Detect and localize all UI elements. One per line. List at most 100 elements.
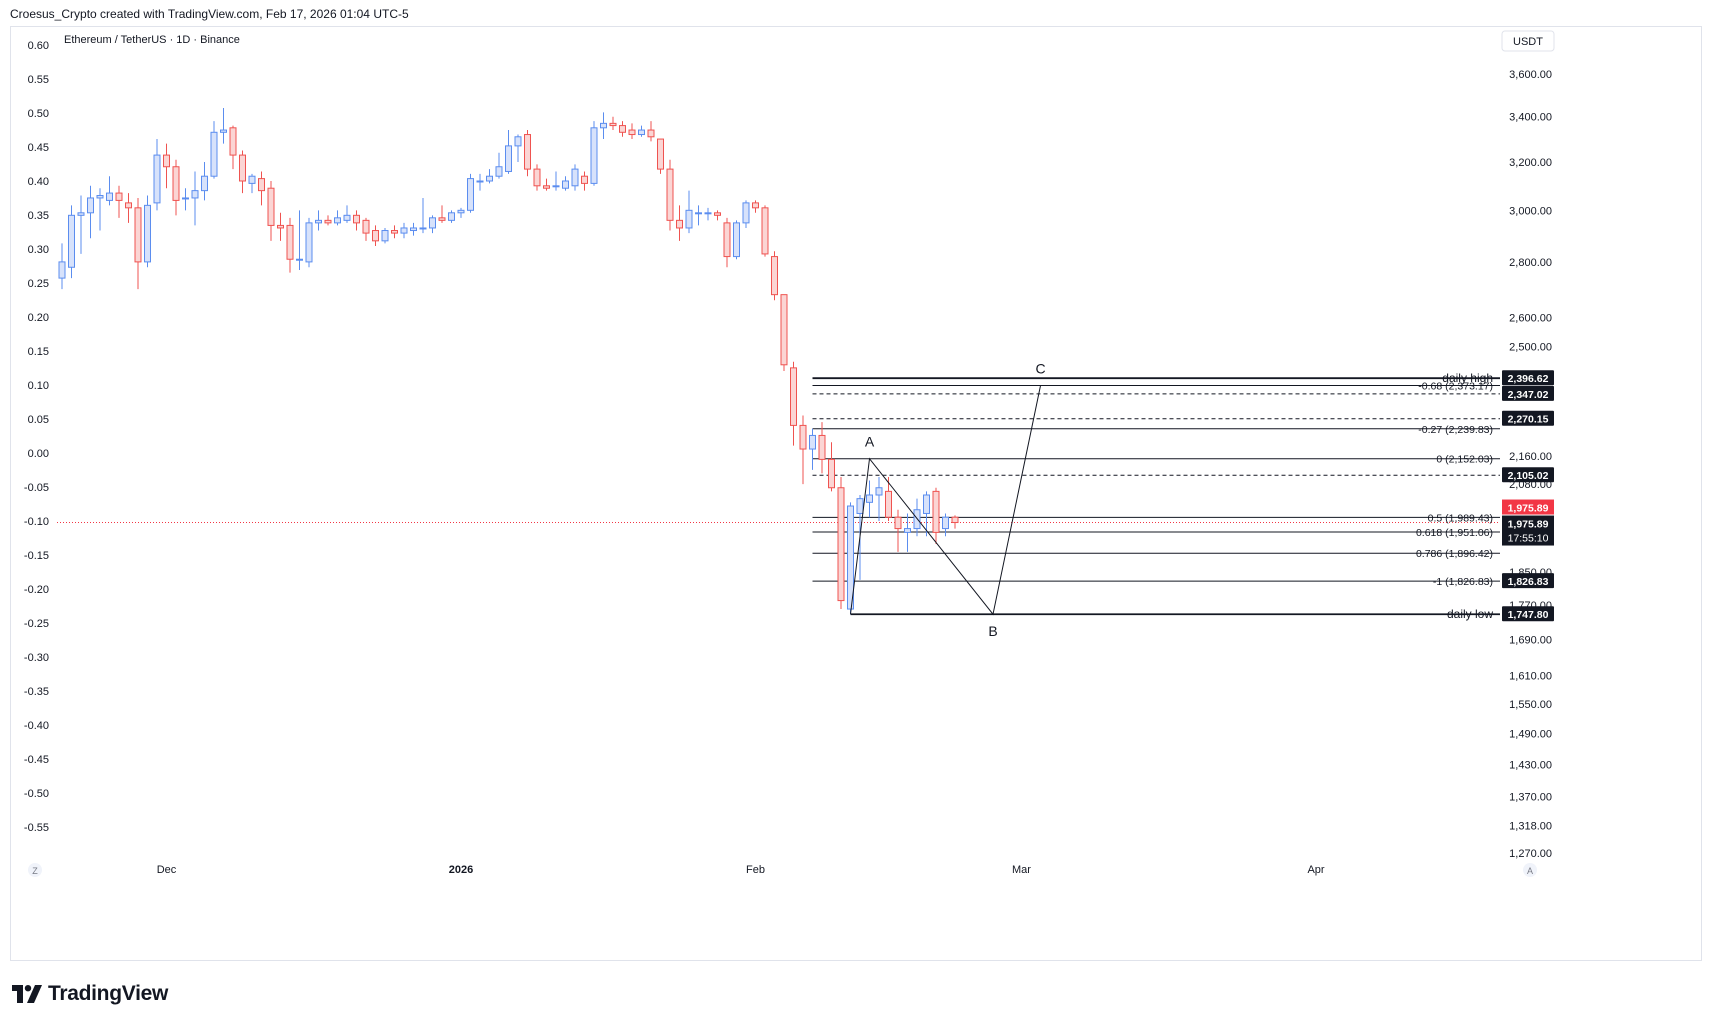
left-axis-tick-label: 0.20: [28, 312, 49, 324]
candle-body: [391, 230, 398, 234]
right-axis-tick-label: 3,000.00: [1509, 205, 1552, 217]
tradingview-logo[interactable]: TradingView: [12, 982, 168, 1006]
candle-body: [695, 212, 702, 215]
right-axis-tick-label: 3,200.00: [1509, 157, 1552, 169]
candle-body: [951, 516, 959, 524]
candle-body: [324, 219, 332, 224]
left-axis-tick-label: -0.10: [24, 516, 49, 528]
price-level-badge: [1502, 410, 1554, 426]
left-axis-tick-label: 0.05: [28, 414, 49, 426]
candle-body: [277, 224, 284, 229]
candle-body: [343, 214, 351, 221]
candle-body: [866, 494, 873, 503]
left-axis-tick-label: 0.45: [28, 142, 49, 154]
candle-body: [761, 207, 769, 255]
candle-body: [125, 202, 132, 209]
left-axis-tick-label: -0.25: [24, 618, 49, 630]
current-price-text: 1,975.89: [1508, 519, 1549, 531]
left-axis-tick-label: 0.35: [28, 210, 49, 222]
price-level-badge-text: 2,270.15: [1508, 414, 1549, 426]
price-level-badge: [1502, 370, 1554, 386]
price-level-label: daily low: [1447, 607, 1493, 621]
candle-body: [932, 490, 940, 533]
current-price-badge: [1502, 515, 1554, 546]
candle-body: [362, 219, 370, 234]
candle-body: [771, 256, 778, 296]
left-axis-tick-label: 0.25: [28, 278, 49, 290]
price-level-badge: [1502, 385, 1554, 401]
candle-body: [714, 212, 721, 216]
scale-button-log: [28, 863, 42, 877]
right-axis-tick-label: 1,490.00: [1509, 729, 1552, 741]
abc-point-label: B: [988, 623, 997, 639]
candle-body: [552, 185, 560, 188]
price-level-badge-text: 2,396.62: [1508, 373, 1549, 385]
left-axis-tick-label: -0.50: [24, 788, 49, 800]
candle-body: [828, 458, 835, 489]
left-axis-tick-label: 0.00: [28, 448, 49, 460]
left-axis-tick-label: 0.10: [28, 380, 49, 392]
x-axis-tick-label: Mar: [1012, 864, 1031, 876]
candle-body: [372, 230, 379, 242]
candle-body: [305, 222, 313, 263]
price-level-label: daily high: [1442, 371, 1493, 385]
x-axis-tick-label: 2026: [449, 864, 473, 876]
candle-body: [258, 178, 265, 192]
candle-body: [58, 261, 66, 279]
candle-body: [467, 178, 474, 211]
candle-body: [733, 222, 740, 258]
scale-button-label: Z: [32, 866, 38, 876]
price-level-badge: [1502, 606, 1554, 622]
scale-button-label: A: [1527, 866, 1533, 876]
right-axis-tick-label: 1,370.00: [1509, 791, 1552, 803]
candle-body: [704, 212, 712, 215]
scale-button-auto: [1523, 863, 1537, 877]
candle-body: [809, 434, 816, 450]
candle-body: [153, 154, 161, 204]
candle-body: [818, 434, 826, 460]
candle-body: [296, 258, 303, 261]
candle-body: [752, 202, 759, 209]
price-level-label: 0 (2,152.03): [1436, 454, 1493, 466]
right-axis-tick-label: 1,690.00: [1509, 634, 1552, 646]
x-axis-tick-label: Apr: [1307, 864, 1324, 876]
candle-body: [248, 175, 256, 184]
chart-frame[interactable]: 3,600.00 3,400.00 3,200.00 3,000.00 2,800.00…: [10, 26, 1702, 961]
left-axis-tick-label: 0.15: [28, 346, 49, 358]
left-axis-tick-label: 0.55: [28, 74, 49, 86]
left-axis-tick-label: 0.40: [28, 176, 49, 188]
candle-body: [144, 204, 151, 263]
candle-body: [942, 516, 949, 530]
candle-body: [657, 138, 664, 170]
candle-body: [638, 129, 645, 136]
price-chart[interactable]: 3,600.00 3,400.00 3,200.00 3,000.00 2,800.00…: [11, 27, 1701, 960]
candle-body: [286, 224, 294, 260]
right-axis-tick-label: 1,430.00: [1509, 759, 1552, 771]
left-axis-tick-label: 0.50: [28, 108, 49, 120]
candle-body: [923, 494, 930, 514]
x-axis-tick-label: Dec: [157, 864, 177, 876]
abc-pattern-path: [850, 385, 1041, 616]
chart-title: Ethereum / TetherUS · 1D · Binance: [64, 34, 240, 46]
left-axis-tick-label: -0.15: [24, 550, 49, 562]
candle-body: [220, 129, 227, 133]
price-level-label: -1 (1,826.83): [1433, 576, 1493, 588]
candle-body: [505, 145, 512, 172]
candle-body: [438, 217, 446, 221]
candle-body: [429, 217, 436, 229]
candle-body: [524, 134, 531, 170]
candle-body: [201, 175, 208, 192]
candle-body: [600, 122, 607, 129]
current-price-text: 1,975.89: [1508, 503, 1549, 515]
candle-body: [163, 154, 170, 168]
candle-body: [353, 214, 360, 224]
candle-body: [723, 222, 731, 258]
right-axis-tick-label: 1,270.00: [1509, 848, 1552, 860]
candle-body: [115, 192, 123, 201]
candle-body: [790, 367, 797, 426]
right-axis-tick-label: 3,600.00: [1509, 69, 1552, 81]
left-axis-tick-label: 0.30: [28, 244, 49, 256]
candle-body: [267, 187, 275, 226]
price-level-badge: [1502, 467, 1554, 483]
right-axis-tick-label: 3,400.00: [1509, 112, 1552, 124]
